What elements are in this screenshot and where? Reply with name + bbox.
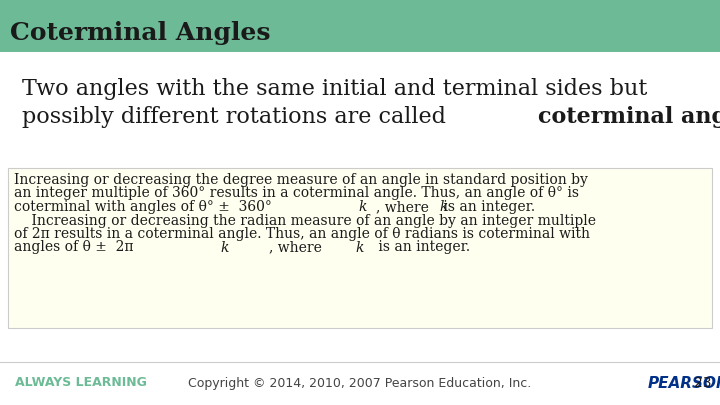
Text: k: k xyxy=(439,200,447,214)
Text: Two angles with the same initial and terminal sides but: Two angles with the same initial and ter… xyxy=(22,78,647,100)
Text: is an integer.: is an integer. xyxy=(438,200,535,214)
Text: , where: , where xyxy=(269,241,326,254)
Text: k: k xyxy=(439,200,447,214)
Text: Copyright © 2014, 2010, 2007 Pearson Education, Inc.: Copyright © 2014, 2010, 2007 Pearson Edu… xyxy=(189,377,531,390)
Text: k: k xyxy=(356,241,364,254)
Text: coterminal with angles of θ° ±  360°: coterminal with angles of θ° ± 360° xyxy=(14,200,272,214)
Text: k: k xyxy=(356,241,364,254)
Text: k: k xyxy=(220,241,229,254)
Text: , where: , where xyxy=(269,241,326,254)
Text: , where: , where xyxy=(377,200,433,214)
Text: k: k xyxy=(220,241,229,254)
Text: 23: 23 xyxy=(694,376,712,390)
Text: is an integer.: is an integer. xyxy=(374,241,470,254)
Bar xyxy=(0,52,720,362)
Text: k: k xyxy=(359,200,367,214)
Text: coterminal with angles of θ° ±  360°: coterminal with angles of θ° ± 360° xyxy=(14,200,272,214)
Text: angles of θ ±  2π: angles of θ ± 2π xyxy=(14,241,133,254)
Text: k: k xyxy=(359,200,367,214)
Text: PEARSON: PEARSON xyxy=(648,375,720,390)
Bar xyxy=(8,168,712,328)
Text: Coterminal Angles: Coterminal Angles xyxy=(10,21,271,45)
Text: an integer multiple of 360° results in a coterminal angle. Thus, an angle of θ° : an integer multiple of 360° results in a… xyxy=(14,186,579,200)
Text: possibly different rotations are called: possibly different rotations are called xyxy=(22,106,453,128)
Text: coterminal angles: coterminal angles xyxy=(538,106,720,128)
Bar xyxy=(0,0,720,52)
Text: Increasing or decreasing the radian measure of an angle by an integer multiple: Increasing or decreasing the radian meas… xyxy=(14,213,596,228)
Text: of 2π results in a coterminal angle. Thus, an angle of θ radians is coterminal w: of 2π results in a coterminal angle. Thu… xyxy=(14,227,590,241)
Text: ALWAYS LEARNING: ALWAYS LEARNING xyxy=(15,377,147,390)
Text: angles of θ ±  2π: angles of θ ± 2π xyxy=(14,241,133,254)
Text: , where: , where xyxy=(377,200,433,214)
Text: Increasing or decreasing the degree measure of an angle in standard position by: Increasing or decreasing the degree meas… xyxy=(14,173,588,187)
